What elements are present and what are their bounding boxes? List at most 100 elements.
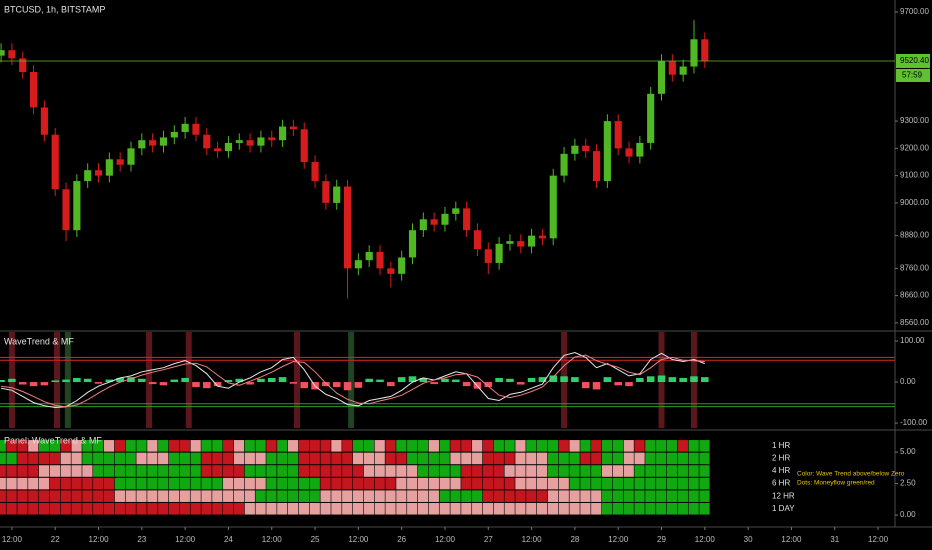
mf-bar [495,377,503,383]
heat-cell [439,452,450,465]
heat-cell [439,477,450,490]
heat-cell [407,440,418,452]
heat-cell [493,440,504,452]
heat-cell [233,502,245,515]
heat-cell [201,440,212,452]
candle-body [40,107,48,135]
heat-cell [17,452,28,465]
heat-cell [601,465,613,477]
heat-cell [298,452,310,465]
x-tick-label: 12:00 [262,535,283,544]
heat-cell [6,452,17,465]
heat-cell [569,440,580,452]
x-tick-label: 12:00 [435,535,456,544]
heat-cell [558,440,569,452]
candle-body [463,208,471,231]
heat-cell [71,465,82,477]
candle-body [538,235,546,239]
heat-cell [136,490,147,502]
mf-bar [332,382,341,387]
heat-cell [17,477,28,490]
heat-cell [461,440,472,452]
heat-cell [374,477,385,490]
heat-cell [547,452,559,465]
candle-body [159,137,168,146]
heat-cell [352,502,364,515]
heat-cell [634,440,645,452]
heat-cell [190,477,201,490]
heat-cell [17,490,28,502]
heat-cell [49,465,61,477]
y-tick-label: 5.00 [900,447,916,456]
candle-body [517,241,525,247]
heat-cell [569,452,580,465]
y-tick-label: 9100.00 [900,171,929,180]
heat-cell [450,452,461,465]
heat-cell [666,465,678,477]
heat-cell [212,490,223,502]
candle-body [441,213,449,225]
heat-cell [699,502,710,515]
heat-cell [677,490,688,502]
heat-cell [0,477,6,490]
heat-cell [461,502,472,515]
heat-cell [352,465,364,477]
heat-cell [244,452,255,465]
row-label: 12 HR [772,491,795,500]
candle-body [528,235,536,247]
heat-cell [547,440,559,452]
mf-bar [679,377,687,383]
candle-body [311,162,319,182]
heat-cell [612,440,624,452]
heat-cell [158,465,169,477]
heat-cell [38,440,50,452]
candle-body [419,219,427,231]
heat-cell [352,452,364,465]
heat-cell [277,452,288,465]
heat-cell [277,502,288,515]
heat-cell [374,490,385,502]
heat-cell [591,452,602,465]
heat-cell [645,502,656,515]
heat-cell [537,452,548,465]
heat-cell [526,465,537,477]
heat-cell [114,452,125,465]
mf-bar [419,377,428,383]
heat-cell [677,502,688,515]
mf-bar [430,382,438,385]
x-tick-label: 12:00 [522,535,543,544]
heat-cell [515,490,526,502]
mf-bar [213,382,222,387]
heat-cell [580,452,591,465]
x-tick-label: 12:00 [175,535,196,544]
heat-cell [179,440,190,452]
heat-cell [688,440,699,452]
heat-cell [287,477,299,490]
heat-cell [547,490,559,502]
heat-cell [233,477,245,490]
heat-cell [439,440,450,452]
heat-cell [125,440,136,452]
heat-cell [223,502,234,515]
mf-bar [527,377,536,383]
heat-cell [244,440,255,452]
x-tick-label: 31 [830,535,839,544]
heat-cell [526,502,537,515]
signal-band [294,332,301,428]
heat-cell [201,490,212,502]
heat-cell [93,465,104,477]
heat-cell [396,490,407,502]
heat-cell [623,502,634,515]
heat-cell [342,440,353,452]
heat-cell [28,440,39,452]
x-tick-label: 12:00 [89,535,110,544]
heat-cell [428,477,439,490]
heat-cell [0,465,6,477]
heat-cell [385,465,396,477]
heat-cell [666,477,678,490]
heat-cell [569,465,580,477]
candle-body [138,140,146,149]
heat-cell [158,440,169,452]
heat-cell [147,465,158,477]
heat-cell [482,490,494,502]
